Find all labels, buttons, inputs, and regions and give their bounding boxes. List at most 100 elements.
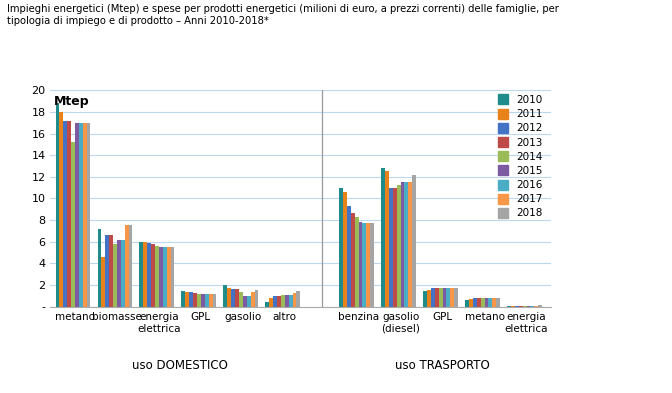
Bar bbox=[435, 288, 439, 307]
Bar bbox=[167, 247, 171, 307]
Bar bbox=[255, 290, 258, 307]
Bar bbox=[239, 292, 243, 307]
Bar bbox=[67, 121, 71, 307]
Bar bbox=[454, 288, 458, 307]
Bar bbox=[143, 242, 147, 307]
Bar bbox=[409, 182, 412, 307]
Bar bbox=[243, 296, 247, 307]
Bar bbox=[355, 217, 359, 307]
Bar bbox=[235, 289, 239, 307]
Text: uso TRASPORTO: uso TRASPORTO bbox=[395, 359, 490, 372]
Bar bbox=[285, 295, 289, 307]
Bar bbox=[515, 306, 519, 307]
Bar bbox=[117, 239, 121, 307]
Bar bbox=[212, 294, 216, 307]
Bar bbox=[507, 306, 511, 307]
Bar bbox=[121, 239, 125, 307]
Bar bbox=[155, 246, 159, 307]
Bar bbox=[101, 257, 106, 307]
Bar bbox=[450, 288, 454, 307]
Bar bbox=[427, 290, 431, 307]
Bar bbox=[423, 292, 427, 307]
Bar bbox=[171, 247, 175, 307]
Bar bbox=[147, 243, 151, 307]
Bar bbox=[401, 182, 405, 307]
Bar bbox=[193, 293, 197, 307]
Bar bbox=[277, 296, 281, 307]
Bar bbox=[224, 285, 227, 307]
Text: uso DOMESTICO: uso DOMESTICO bbox=[132, 359, 228, 372]
Bar bbox=[292, 293, 296, 307]
Bar bbox=[389, 187, 393, 307]
Bar bbox=[97, 229, 101, 307]
Bar bbox=[205, 294, 208, 307]
Bar bbox=[151, 244, 155, 307]
Bar bbox=[208, 294, 212, 307]
Bar bbox=[366, 223, 370, 307]
Bar bbox=[296, 291, 300, 307]
Bar bbox=[476, 298, 480, 307]
Bar bbox=[530, 306, 534, 307]
Bar bbox=[265, 302, 269, 307]
Bar bbox=[274, 296, 277, 307]
Text: Mtep: Mtep bbox=[54, 95, 89, 108]
Bar bbox=[201, 294, 205, 307]
Legend: 2010, 2011, 2012, 2013, 2014, 2015, 2016, 2017, 2018: 2010, 2011, 2012, 2013, 2014, 2015, 2016… bbox=[495, 91, 546, 222]
Bar bbox=[385, 171, 389, 307]
Bar bbox=[496, 298, 500, 307]
Bar bbox=[523, 306, 527, 307]
Bar bbox=[493, 298, 496, 307]
Bar bbox=[485, 298, 489, 307]
Bar bbox=[370, 223, 374, 307]
Bar bbox=[527, 306, 530, 307]
Bar bbox=[231, 289, 235, 307]
Bar bbox=[71, 142, 75, 307]
Bar bbox=[405, 182, 409, 307]
Bar bbox=[347, 206, 351, 307]
Bar bbox=[247, 296, 251, 307]
Bar bbox=[511, 306, 515, 307]
Bar bbox=[190, 292, 193, 307]
Bar bbox=[480, 298, 485, 307]
Bar bbox=[473, 298, 476, 307]
Bar bbox=[109, 235, 113, 307]
Bar bbox=[362, 223, 366, 307]
Bar bbox=[538, 305, 542, 307]
Bar bbox=[185, 292, 190, 307]
Bar bbox=[113, 244, 117, 307]
Text: Impieghi energetici (Mtep) e spese per prodotti energetici (milioni di euro, a p: Impieghi energetici (Mtep) e spese per p… bbox=[7, 4, 558, 26]
Bar bbox=[289, 295, 292, 307]
Bar bbox=[393, 187, 396, 307]
Bar bbox=[431, 288, 435, 307]
Bar bbox=[351, 213, 355, 307]
Bar bbox=[469, 299, 473, 307]
Bar bbox=[163, 247, 167, 307]
Bar bbox=[197, 294, 201, 307]
Bar bbox=[159, 247, 163, 307]
Bar bbox=[359, 222, 362, 307]
Bar bbox=[125, 226, 128, 307]
Bar bbox=[343, 192, 347, 307]
Bar bbox=[381, 168, 385, 307]
Bar bbox=[56, 103, 59, 307]
Bar bbox=[439, 288, 443, 307]
Bar bbox=[339, 187, 343, 307]
Bar bbox=[396, 185, 401, 307]
Bar bbox=[412, 174, 416, 307]
Bar bbox=[140, 242, 143, 307]
Bar bbox=[269, 298, 274, 307]
Bar bbox=[181, 291, 185, 307]
Bar bbox=[446, 288, 450, 307]
Bar bbox=[128, 226, 132, 307]
Bar bbox=[79, 123, 83, 307]
Bar bbox=[281, 295, 285, 307]
Bar bbox=[534, 306, 538, 307]
Bar bbox=[59, 112, 63, 307]
Bar bbox=[489, 298, 493, 307]
Bar bbox=[251, 292, 255, 307]
Bar bbox=[443, 288, 446, 307]
Bar bbox=[106, 235, 109, 307]
Bar bbox=[83, 123, 87, 307]
Bar bbox=[63, 121, 67, 307]
Bar bbox=[465, 299, 469, 307]
